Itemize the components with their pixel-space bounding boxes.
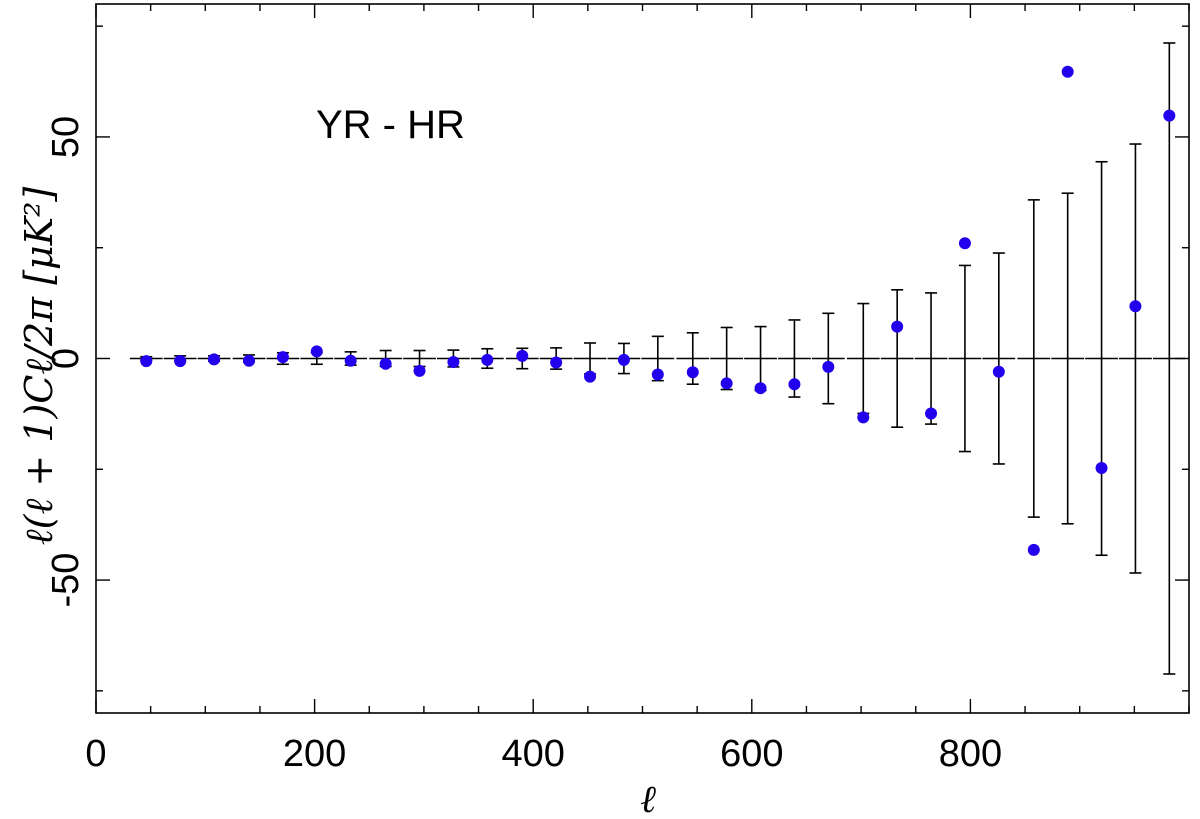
x-tick-label: 600	[720, 733, 783, 775]
tick-labels: 0 200 400 600 800 -50 0 50	[45, 116, 1002, 775]
error-bar-13	[573, 342, 607, 375]
error-bar-22	[880, 289, 914, 428]
data-point-22	[891, 320, 904, 333]
x-axis-label: ℓ	[640, 777, 656, 819]
data-point-11	[516, 349, 529, 362]
x-tick-label: 0	[85, 733, 106, 775]
error-bar-26	[1017, 199, 1051, 518]
y-tick-label: -50	[45, 553, 87, 608]
data-point-20	[822, 360, 835, 373]
x-tick-label: 400	[501, 733, 564, 775]
error-bar-23	[914, 292, 948, 425]
data-point-15	[651, 368, 664, 381]
data-point-26	[1027, 543, 1040, 556]
error-bar-29	[1119, 143, 1152, 574]
data-point-28	[1095, 461, 1108, 474]
data-point-24	[958, 237, 971, 250]
error-bar-21	[846, 302, 880, 415]
error-bar-24	[948, 264, 982, 453]
error-bar-20	[811, 312, 845, 405]
data-point-18	[754, 382, 767, 395]
error-bar-27	[1051, 192, 1085, 525]
data-point-6	[344, 354, 357, 367]
x-tick-label: 800	[939, 733, 1002, 775]
data-point-3	[243, 354, 256, 367]
data-point-21	[857, 411, 870, 424]
data-point-16	[686, 366, 699, 379]
error-bar-25	[982, 252, 1016, 465]
data-point-5	[310, 345, 323, 358]
data-point-17	[720, 377, 733, 390]
data-point-27	[1061, 65, 1074, 78]
error-bar-8	[403, 349, 436, 368]
axis-ticks	[95, 4, 1190, 713]
data-point-8	[413, 364, 426, 377]
data-point-23	[925, 407, 938, 420]
data-point-0	[140, 355, 153, 368]
data-point-2	[208, 353, 221, 366]
data-point-29	[1129, 300, 1142, 313]
y-tick-label: 0	[45, 348, 87, 369]
data-point-25	[992, 365, 1005, 378]
data-point-12	[550, 356, 563, 369]
error-bar-28	[1085, 160, 1118, 557]
data-point-30	[1163, 109, 1176, 122]
data-point-10	[481, 353, 494, 366]
x-tick-label: 200	[283, 733, 346, 775]
data-point-13	[584, 370, 597, 383]
data-point-1	[174, 355, 187, 368]
error-bar-18	[744, 325, 777, 392]
data-point-7	[379, 357, 392, 370]
y-axis-label: ℓ(ℓ + 1)Cℓ/2π [μK²]	[17, 187, 61, 546]
data-point-4	[276, 351, 289, 364]
data-point-14	[617, 353, 630, 366]
data-point-19	[788, 378, 801, 391]
y-tick-label: 50	[45, 116, 87, 158]
data-point-9	[447, 356, 460, 369]
chart-annotation: YR - HR	[316, 103, 465, 147]
data-points	[140, 65, 1176, 556]
